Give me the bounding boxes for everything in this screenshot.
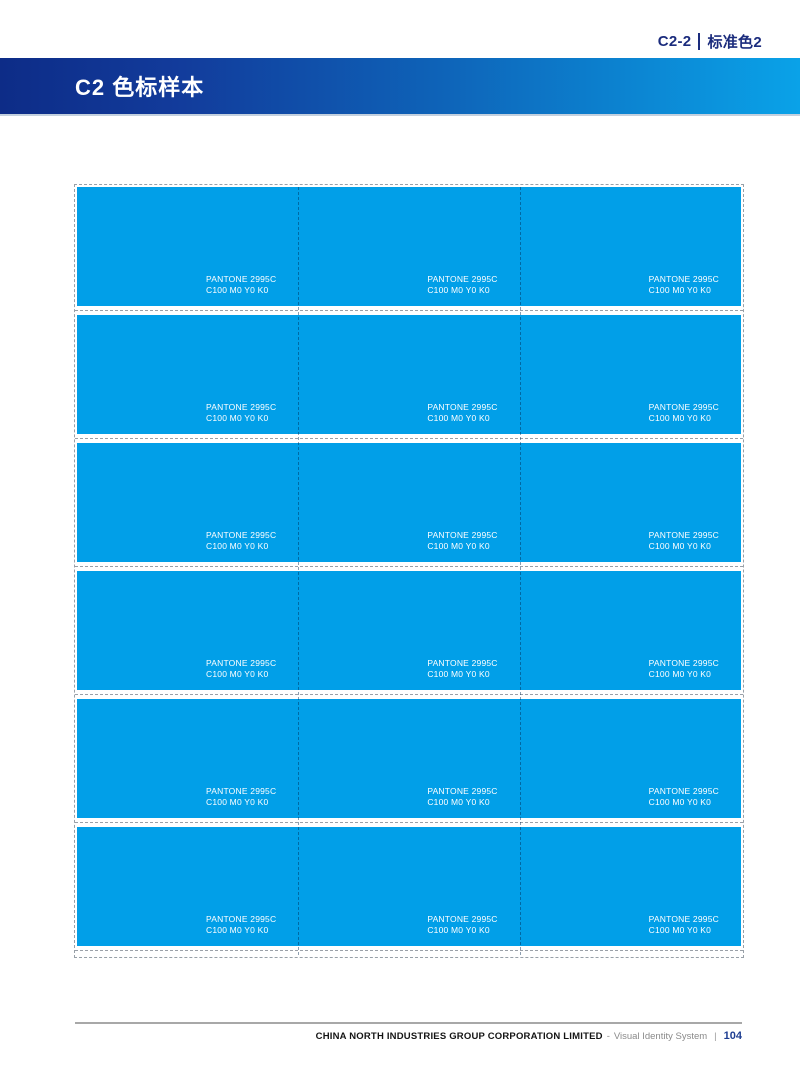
swatch-label: PANTONE 2995C C100 M0 Y0 K0 xyxy=(649,914,719,936)
swatch-cmyk-value: C100 M0 Y0 K0 xyxy=(427,668,490,679)
swatch-cmyk-value: C100 M0 Y0 K0 xyxy=(206,668,269,679)
swatch-pantone-name: PANTONE 2995C xyxy=(206,657,277,668)
swatch-cmyk-value: C100 M0 Y0 K0 xyxy=(206,412,269,423)
swatch-label: PANTONE 2995C C100 M0 Y0 K0 xyxy=(649,274,719,296)
swatch-label: PANTONE 2995C C100 M0 Y0 K0 xyxy=(649,530,719,552)
swatch-label: PANTONE 2995C C100 M0 Y0 K0 xyxy=(427,914,497,936)
swatch-pantone-name: PANTONE 2995C xyxy=(648,401,719,412)
color-swatch: PANTONE 2995C C100 M0 Y0 K0 xyxy=(77,315,299,434)
swatch-cmyk-value: C100 M0 Y0 K0 xyxy=(648,412,712,423)
swatch-cmyk-value: C100 M0 Y0 K0 xyxy=(427,924,490,935)
color-swatch: PANTONE 2995C C100 M0 Y0 K0 xyxy=(519,827,741,946)
footer-divider: | xyxy=(714,1031,717,1042)
swatch-pantone-name: PANTONE 2995C xyxy=(648,913,719,924)
swatch-label: PANTONE 2995C C100 M0 Y0 K0 xyxy=(649,786,719,808)
color-swatch: PANTONE 2995C C100 M0 Y0 K0 xyxy=(519,699,741,818)
color-swatch: PANTONE 2995C C100 M0 Y0 K0 xyxy=(298,699,520,818)
page-number: 104 xyxy=(723,1030,742,1042)
color-swatch: PANTONE 2995C C100 M0 Y0 K0 xyxy=(519,315,741,434)
swatch-cmyk-value: C100 M0 Y0 K0 xyxy=(648,284,712,295)
color-swatch: PANTONE 2995C C100 M0 Y0 K0 xyxy=(77,571,299,690)
color-swatch: PANTONE 2995C C100 M0 Y0 K0 xyxy=(519,187,741,306)
swatch-pantone-name: PANTONE 2995C xyxy=(206,273,277,284)
color-swatch: PANTONE 2995C C100 M0 Y0 K0 xyxy=(77,187,299,306)
swatch-label: PANTONE 2995C C100 M0 Y0 K0 xyxy=(206,274,276,296)
swatch-label: PANTONE 2995C C100 M0 Y0 K0 xyxy=(206,402,276,424)
color-swatch: PANTONE 2995C C100 M0 Y0 K0 xyxy=(298,443,520,562)
footer-separator: - xyxy=(606,1031,610,1042)
section-code: C2-2 xyxy=(657,33,692,50)
page-title: C2 色标样本 xyxy=(75,75,205,100)
swatch-pantone-name: PANTONE 2995C xyxy=(427,401,498,412)
swatch-cmyk-value: C100 M0 Y0 K0 xyxy=(648,540,712,551)
swatch-pantone-name: PANTONE 2995C xyxy=(427,273,498,284)
swatch-cmyk-value: C100 M0 Y0 K0 xyxy=(427,284,490,295)
swatch-row: PANTONE 2995C C100 M0 Y0 K0 PANTONE 2995C C… xyxy=(75,315,743,439)
swatch-label: PANTONE 2995C C100 M0 Y0 K0 xyxy=(206,658,276,680)
swatch-pantone-name: PANTONE 2995C xyxy=(427,785,498,796)
swatch-pantone-name: PANTONE 2995C xyxy=(427,657,498,668)
footer-rule xyxy=(75,1022,742,1024)
swatch-pantone-name: PANTONE 2995C xyxy=(648,529,719,540)
swatch-label: PANTONE 2995C C100 M0 Y0 K0 xyxy=(649,658,719,680)
swatch-label: PANTONE 2995C C100 M0 Y0 K0 xyxy=(427,274,497,296)
section-label: C2-2 标准色2 xyxy=(658,31,762,52)
swatch-row: PANTONE 2995C C100 M0 Y0 K0 PANTONE 2995C C… xyxy=(75,443,743,567)
swatch-row: PANTONE 2995C C100 M0 Y0 K0 PANTONE 2995C C… xyxy=(75,187,743,311)
swatch-cmyk-value: C100 M0 Y0 K0 xyxy=(427,412,490,423)
footer: CHINA NORTH INDUSTRIES GROUP CORPORATION… xyxy=(316,1030,742,1042)
swatch-cmyk-value: C100 M0 Y0 K0 xyxy=(206,924,269,935)
color-swatch: PANTONE 2995C C100 M0 Y0 K0 xyxy=(77,699,299,818)
swatch-pantone-name: PANTONE 2995C xyxy=(206,529,277,540)
color-swatch: PANTONE 2995C C100 M0 Y0 K0 xyxy=(519,571,741,690)
swatch-label: PANTONE 2995C C100 M0 Y0 K0 xyxy=(427,402,497,424)
color-swatch: PANTONE 2995C C100 M0 Y0 K0 xyxy=(77,827,299,946)
color-swatch: PANTONE 2995C C100 M0 Y0 K0 xyxy=(77,443,299,562)
swatch-label: PANTONE 2995C C100 M0 Y0 K0 xyxy=(649,402,719,424)
color-swatch: PANTONE 2995C C100 M0 Y0 K0 xyxy=(519,443,741,562)
swatch-label: PANTONE 2995C C100 M0 Y0 K0 xyxy=(206,914,276,936)
swatch-row: PANTONE 2995C C100 M0 Y0 K0 PANTONE 2995C C… xyxy=(75,699,743,823)
section-label-divider xyxy=(698,33,701,50)
swatch-pantone-name: PANTONE 2995C xyxy=(206,401,277,412)
swatch-pantone-name: PANTONE 2995C xyxy=(427,529,498,540)
swatch-pantone-name: PANTONE 2995C xyxy=(648,657,719,668)
swatch-cmyk-value: C100 M0 Y0 K0 xyxy=(648,796,712,807)
swatch-cmyk-value: C100 M0 Y0 K0 xyxy=(648,924,712,935)
color-swatch: PANTONE 2995C C100 M0 Y0 K0 xyxy=(298,827,520,946)
title-bar: C2 色标样本 xyxy=(0,58,800,116)
swatch-row: PANTONE 2995C C100 M0 Y0 K0 PANTONE 2995C C… xyxy=(75,571,743,695)
swatch-label: PANTONE 2995C C100 M0 Y0 K0 xyxy=(427,786,497,808)
swatch-label: PANTONE 2995C C100 M0 Y0 K0 xyxy=(206,786,276,808)
swatch-label: PANTONE 2995C C100 M0 Y0 K0 xyxy=(206,530,276,552)
swatch-pantone-name: PANTONE 2995C xyxy=(427,913,498,924)
color-swatch-grid: PANTONE 2995C C100 M0 Y0 K0 PANTONE 2995C C… xyxy=(74,184,744,958)
swatch-pantone-name: PANTONE 2995C xyxy=(648,785,719,796)
swatch-pantone-name: PANTONE 2995C xyxy=(206,785,277,796)
color-swatch: PANTONE 2995C C100 M0 Y0 K0 xyxy=(298,187,520,306)
section-category: 标准色2 xyxy=(707,34,762,51)
swatch-cmyk-value: C100 M0 Y0 K0 xyxy=(648,668,712,679)
swatch-cmyk-value: C100 M0 Y0 K0 xyxy=(427,540,490,551)
swatch-cmyk-value: C100 M0 Y0 K0 xyxy=(427,796,490,807)
footer-system-name: Visual Identity System xyxy=(613,1031,708,1042)
swatch-pantone-name: PANTONE 2995C xyxy=(206,913,277,924)
swatch-label: PANTONE 2995C C100 M0 Y0 K0 xyxy=(427,658,497,680)
swatch-label: PANTONE 2995C C100 M0 Y0 K0 xyxy=(427,530,497,552)
footer-company: CHINA NORTH INDUSTRIES GROUP CORPORATION… xyxy=(315,1031,603,1042)
swatch-cmyk-value: C100 M0 Y0 K0 xyxy=(206,284,269,295)
color-swatch: PANTONE 2995C C100 M0 Y0 K0 xyxy=(298,571,520,690)
swatch-pantone-name: PANTONE 2995C xyxy=(648,273,719,284)
swatch-cmyk-value: C100 M0 Y0 K0 xyxy=(206,540,269,551)
swatch-row: PANTONE 2995C C100 M0 Y0 K0 PANTONE 2995C C… xyxy=(75,827,743,951)
swatch-cmyk-value: C100 M0 Y0 K0 xyxy=(206,796,269,807)
color-swatch: PANTONE 2995C C100 M0 Y0 K0 xyxy=(298,315,520,434)
